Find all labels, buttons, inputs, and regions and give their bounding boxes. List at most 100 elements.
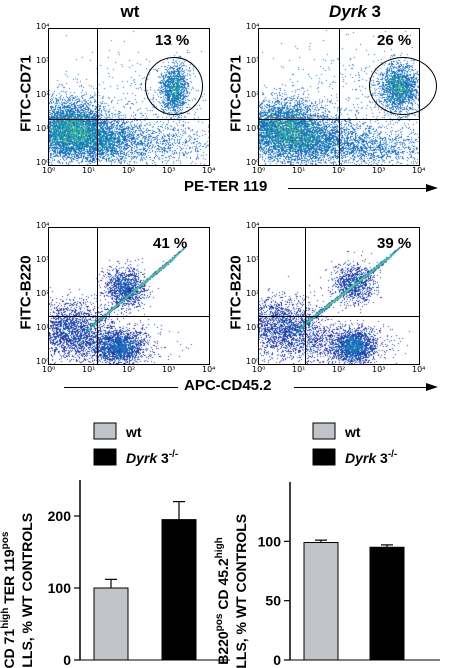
x-tick-label: 10² xyxy=(122,365,136,374)
flow-panel-r1-dyrk3: 26 % xyxy=(258,28,437,166)
y-tick-label: 50 xyxy=(265,593,281,609)
bar-dyrk3 xyxy=(369,546,405,661)
legend-label-dyrk3: Dyrk 3-/- xyxy=(345,449,397,466)
density-plot xyxy=(49,228,209,364)
bar-chart-b220-cd45: 0 50 100 B220pos CD 45.2high CELLS, % WT CON… xyxy=(214,482,440,668)
y-tick-label: 10⁴ xyxy=(246,22,260,31)
legend-swatch-wt xyxy=(312,422,336,440)
x-tick-label: 10³ xyxy=(372,365,386,374)
gate-percent: 41 % xyxy=(153,235,188,252)
x-tick-label: 10³ xyxy=(162,365,176,374)
flow-panel-r2-wt: 41 % xyxy=(48,227,210,365)
y-tick-label: 10⁰ xyxy=(246,357,260,366)
gate-ellipse xyxy=(369,57,437,115)
y-tick-label: 10² xyxy=(36,90,50,99)
bar-wt xyxy=(303,542,339,661)
row2-x-arrow-right xyxy=(294,387,426,388)
y-tick-label: 10¹ xyxy=(246,323,260,332)
legend-right: wt Dyrk 3-/- xyxy=(312,422,397,466)
gate-vertical xyxy=(339,29,340,165)
flow-panel-r1-wt: 13 % xyxy=(48,28,210,166)
row2-x-label: APC-CD45.2 xyxy=(184,377,272,394)
y-tick-label: 0 xyxy=(63,652,71,668)
y-tick-label: 10³ xyxy=(36,56,50,65)
x-tick-label: 10⁰ xyxy=(252,365,266,374)
y-tick-label: 10⁴ xyxy=(36,22,50,31)
y-tick-label: 10¹ xyxy=(36,124,50,133)
y-tick-label: 100 xyxy=(48,580,72,596)
row2-x-arrow-left xyxy=(64,387,178,388)
gate-vertical xyxy=(305,228,306,364)
legend-label-wt: wt xyxy=(125,424,142,440)
legend-label-wt: wt xyxy=(344,424,361,440)
density-plot xyxy=(259,228,419,364)
gate-vertical xyxy=(97,29,98,165)
y-tick-label: 10¹ xyxy=(36,323,50,332)
y-tick-label: 0 xyxy=(273,652,281,668)
y-tick-label: 10² xyxy=(246,289,260,298)
y-axis-label-line2: CELLS, % WT CONTROLS xyxy=(19,513,35,668)
y-tick-label: 10³ xyxy=(246,255,260,264)
y-tick-label: 10⁰ xyxy=(36,357,50,366)
x-tick-label: 10¹ xyxy=(292,365,306,374)
x-tick-label: 10³ xyxy=(162,166,176,175)
row1-x-label: PE-TER 119 xyxy=(184,178,268,195)
legend-dyrk3-sup: -/- xyxy=(388,449,397,460)
column-title-dyrk3: Dyrk 3 xyxy=(300,2,410,22)
x-tick-label: 10⁰ xyxy=(42,365,56,374)
column-title-dyrk3-rest: 3 xyxy=(366,2,381,21)
bar-wt xyxy=(93,587,129,661)
legend-dyrk3-rest: 3 xyxy=(376,450,388,466)
x-tick-label: 10¹ xyxy=(82,365,96,374)
y-tick-label: 10³ xyxy=(36,255,50,264)
y-tick-label: 10³ xyxy=(246,56,260,65)
x-tick-label: 10⁴ xyxy=(202,365,216,374)
legend-label-dyrk3: Dyrk 3-/- xyxy=(126,449,178,466)
x-tick-label: 10⁰ xyxy=(252,166,266,175)
x-tick-label: 10⁴ xyxy=(412,365,426,374)
bar-chart-cd71-ter119: 0 100 200 CD 71high TER 119pos CELLS, % WT C… xyxy=(0,480,230,668)
y-tick-label: 10⁴ xyxy=(36,221,50,230)
gate-percent: 26 % xyxy=(377,32,412,49)
legend-swatch-dyrk3 xyxy=(93,448,117,466)
gate-horizontal xyxy=(49,316,209,317)
y-tick-label: 10⁰ xyxy=(36,158,50,167)
y-tick-label: 200 xyxy=(48,508,72,524)
y-tick-label: 10² xyxy=(36,289,50,298)
legend-dyrk3-italic: Dyrk xyxy=(126,450,158,466)
legend-dyrk3-italic: Dyrk xyxy=(345,450,377,466)
y-axis-label-line1: CD 71high TER 119pos xyxy=(0,531,17,668)
gate-percent: 13 % xyxy=(155,32,190,49)
y-axis-label-line1: B220pos CD 45.2high xyxy=(214,537,231,665)
y-tick-label: 10⁴ xyxy=(246,221,260,230)
x-tick-label: 10⁴ xyxy=(412,166,426,175)
column-title-dyrk3-italic: Dyrk xyxy=(329,2,367,21)
y-tick-label: 100 xyxy=(258,533,282,549)
gate-horizontal xyxy=(259,316,419,317)
gate-ellipse xyxy=(145,57,203,115)
row1-x-arrowhead xyxy=(426,184,438,192)
x-tick-label: 10² xyxy=(122,166,136,175)
legend-dyrk3-rest: 3 xyxy=(157,450,169,466)
y-axis-label-line2: CELLS, % WT CONTROLS xyxy=(233,514,249,668)
x-tick-label: 10⁰ xyxy=(42,166,56,175)
x-tick-label: 10² xyxy=(332,166,346,175)
x-tick-label: 10² xyxy=(332,365,346,374)
bar-dyrk3 xyxy=(161,519,197,661)
flow-panel-r2-dyrk3: 39 % xyxy=(258,227,420,365)
legend-swatch-wt xyxy=(93,422,117,440)
y-tick-label: 10¹ xyxy=(246,124,260,133)
y-tick-label: 10² xyxy=(246,90,260,99)
row2-x-arrowhead xyxy=(426,383,438,391)
gate-percent: 39 % xyxy=(377,235,412,252)
y-tick-label: 10⁰ xyxy=(246,158,260,167)
legend-left: wt Dyrk 3-/- xyxy=(93,422,178,466)
column-title-wt: wt xyxy=(120,2,140,21)
legend-dyrk3-sup: -/- xyxy=(169,449,178,460)
x-tick-label: 10³ xyxy=(372,166,386,175)
x-tick-label: 10¹ xyxy=(292,166,306,175)
gate-horizontal xyxy=(49,119,209,120)
gate-vertical xyxy=(97,228,98,364)
x-tick-label: 10¹ xyxy=(82,166,96,175)
row1-x-arrow xyxy=(288,188,426,189)
